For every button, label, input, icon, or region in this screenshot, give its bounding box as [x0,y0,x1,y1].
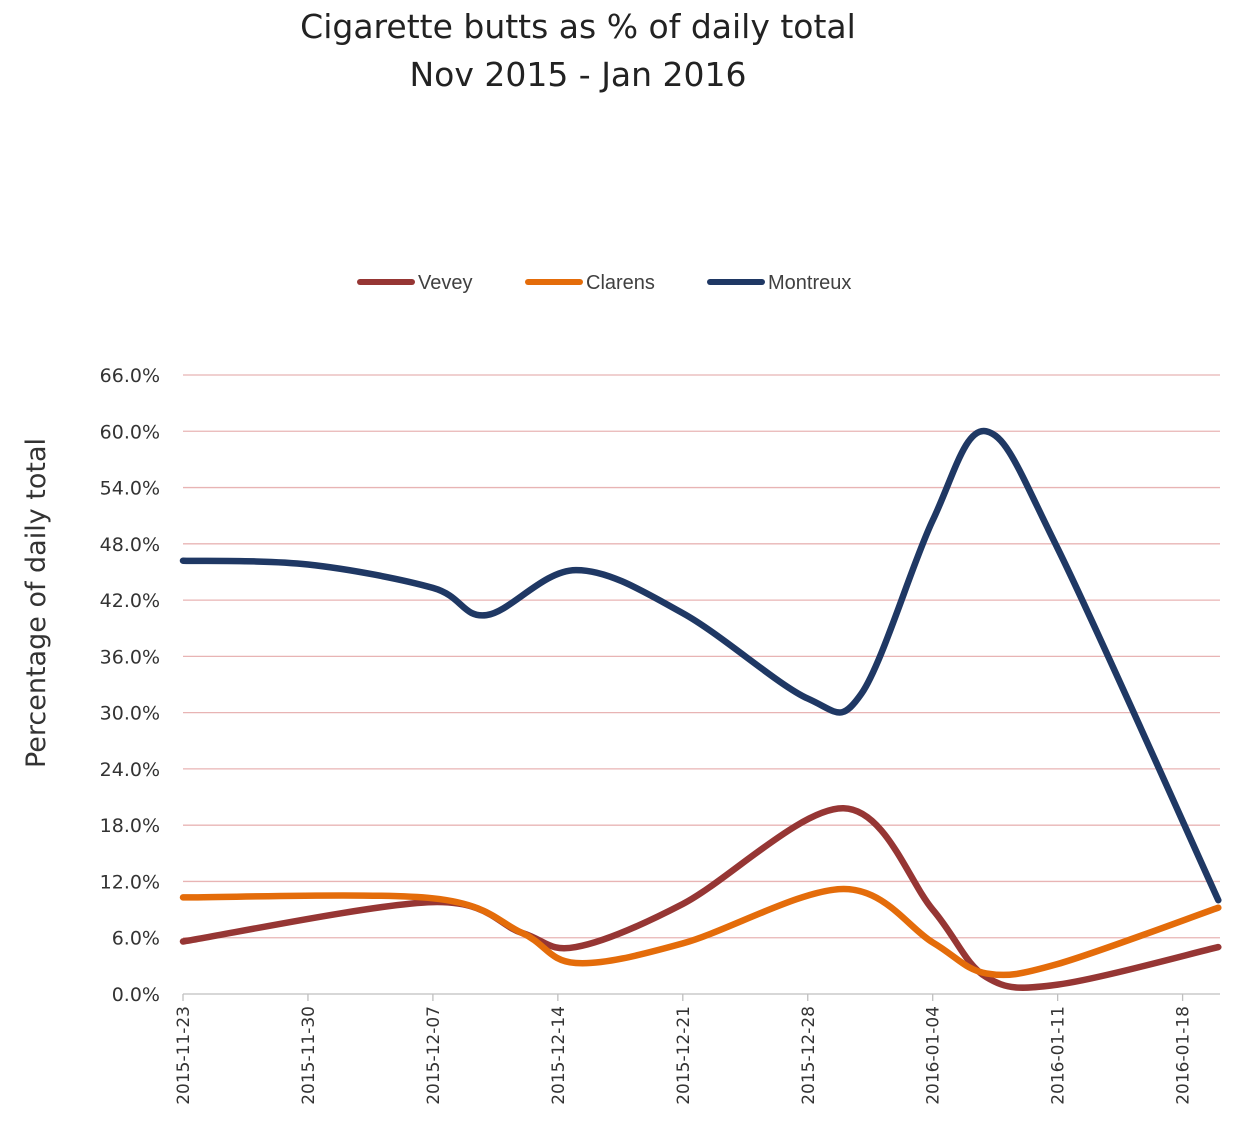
series-lines [179,427,1222,991]
chart-subtitle: Nov 2015 - Jan 2016 [409,55,746,94]
y-tick-label: 48.0% [100,534,160,556]
legend-label-montreux: Montreux [768,272,851,294]
y-tick-label: 54.0% [100,478,160,500]
x-tick-label: 2015-12-28 [799,1006,819,1105]
y-tick-label: 66.0% [100,365,160,387]
y-tick-label: 60.0% [100,421,160,443]
series-line-clarens [179,885,1222,979]
chart-title: Cigarette butts as % of daily total [300,7,856,46]
x-tick-label: 2015-12-07 [424,1006,444,1105]
y-tick-label: 0.0% [112,984,160,1006]
x-axis: 2015-11-23 2015-11-30 2015-12-07 2015-12-14… [174,993,1220,1105]
legend: Vevey Clarens Montreux [357,272,851,294]
x-tick-label: 2015-12-21 [674,1006,694,1105]
y-tick-label: 6.0% [112,928,160,950]
series-line-montreux [179,427,1222,904]
y-tick-label: 36.0% [100,646,160,668]
x-tick-label: 2015-12-14 [549,1006,569,1105]
legend-label-clarens: Clarens [586,272,655,294]
x-tick-label: 2016-01-18 [1174,1006,1194,1105]
legend-label-vevey: Vevey [418,272,472,294]
x-tick-label: 2016-01-04 [924,1006,944,1105]
y-tick-label: 30.0% [100,703,160,725]
y-tick-label: 24.0% [100,759,160,781]
x-tick-label: 2015-11-23 [174,1006,194,1105]
x-tick-label: 2016-01-11 [1049,1006,1069,1105]
y-tick-label: 42.0% [100,590,160,612]
y-axis-ticks: 0.0% 6.0% 12.0% 18.0% 24.0% 30.0% 36.0% 42.0% 48… [100,365,160,1006]
y-tick-label: 18.0% [100,815,160,837]
x-tick-label: 2015-11-30 [299,1006,319,1105]
y-tick-label: 12.0% [100,871,160,893]
y-axis-label: Percentage of daily total [21,438,52,768]
gridlines [183,374,1220,939]
